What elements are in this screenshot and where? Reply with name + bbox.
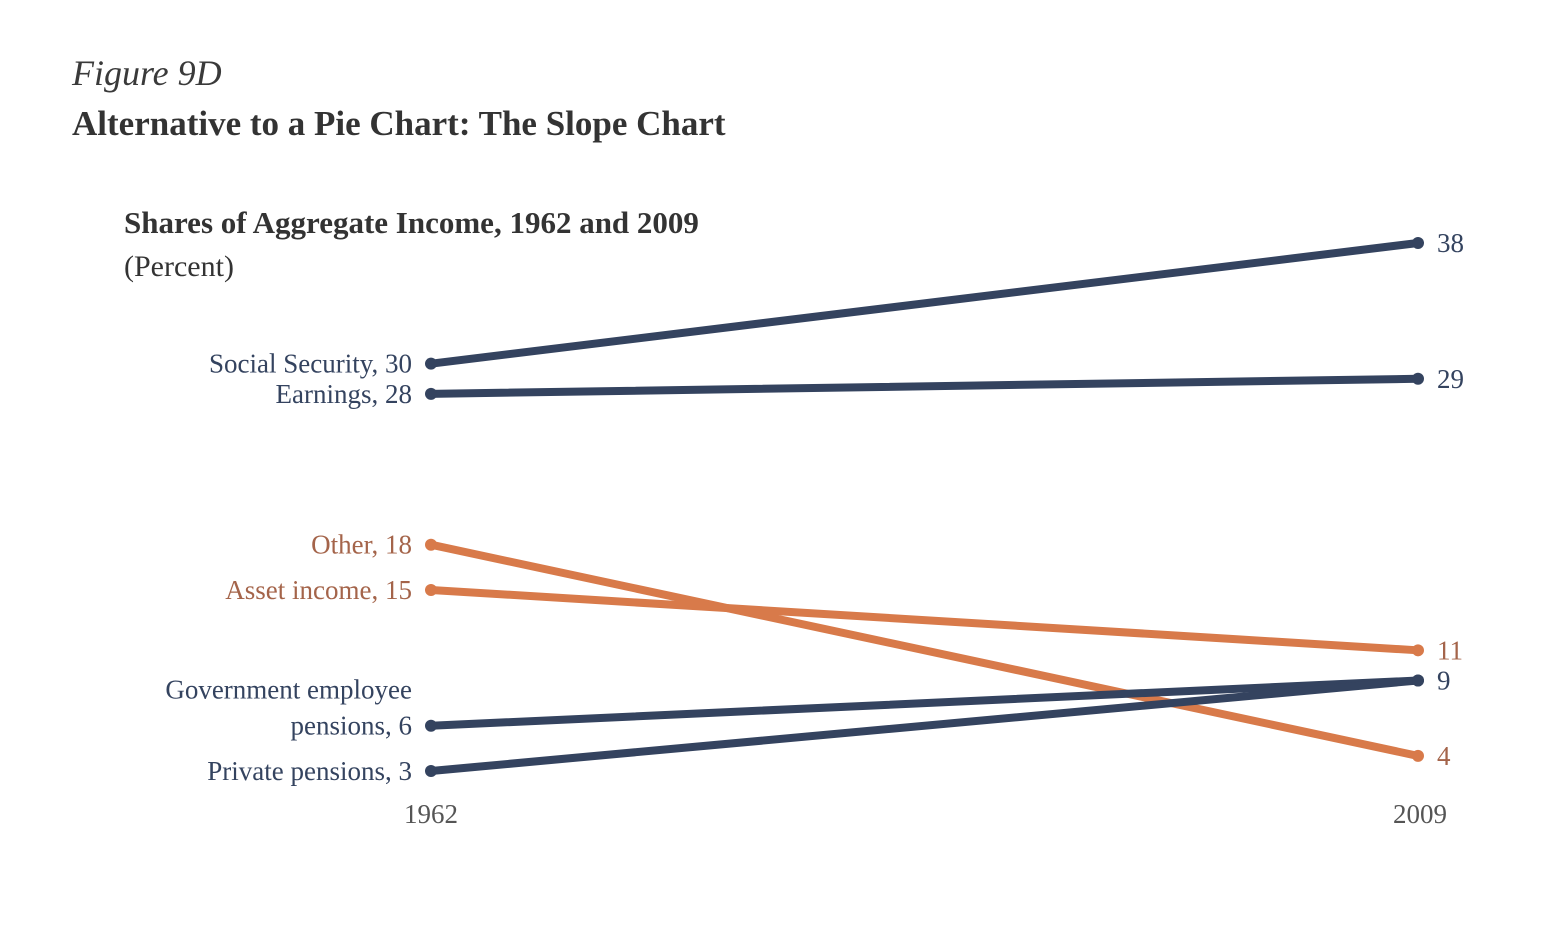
point-2009-other <box>1412 749 1424 762</box>
point-1962-other <box>425 538 437 551</box>
left-label-social-security: Social Security, 30 <box>209 349 412 379</box>
point-1962-private-pensions <box>425 765 437 777</box>
right-label-38: 38 <box>1437 228 1464 258</box>
point-2009-social-security <box>1412 237 1424 249</box>
left-label-asset-income: Asset income, 15 <box>225 575 412 605</box>
chart-title: Shares of Aggregate Income, 1962 and 200… <box>124 205 699 240</box>
series-line-government-employee-pensions <box>427 676 1422 730</box>
figure-title: Alternative to a Pie Chart: The Slope Ch… <box>72 104 726 143</box>
right-label-29: 29 <box>1437 364 1464 394</box>
x-tick-label-2009: 2009 <box>1393 799 1447 829</box>
point-2009-private-pensions <box>1412 674 1424 687</box>
x-tick-label-1962: 1962 <box>404 799 458 829</box>
point-1962-earnings <box>425 387 437 400</box>
series-line-other <box>427 540 1422 760</box>
point-1962-government-employee-pensions <box>425 719 437 732</box>
left-label-private-pensions: Private pensions, 3 <box>207 756 412 786</box>
left-label-government-employee-pensions-line2: pensions, 6 <box>291 711 413 741</box>
figure-label: Figure 9D <box>72 53 222 93</box>
left-label-other: Other, 18 <box>311 530 412 560</box>
point-1962-social-security <box>425 357 437 370</box>
point-1962-asset-income <box>425 583 437 596</box>
right-label-9: 9 <box>1437 665 1451 695</box>
series-line-earnings <box>427 374 1422 398</box>
left-label-government-employee-pensions: Government employee <box>165 675 412 705</box>
right-label-11: 11 <box>1437 635 1463 665</box>
series-line-asset-income <box>427 585 1422 655</box>
series-line-social-security <box>427 239 1422 368</box>
left-label-earnings: Earnings, 28 <box>276 379 412 409</box>
chart-subtitle: (Percent) <box>124 250 234 283</box>
point-2009-earnings <box>1412 372 1424 385</box>
series-line-private-pensions <box>427 676 1422 775</box>
point-2009-asset-income <box>1412 644 1424 657</box>
right-label-4: 4 <box>1437 741 1451 771</box>
